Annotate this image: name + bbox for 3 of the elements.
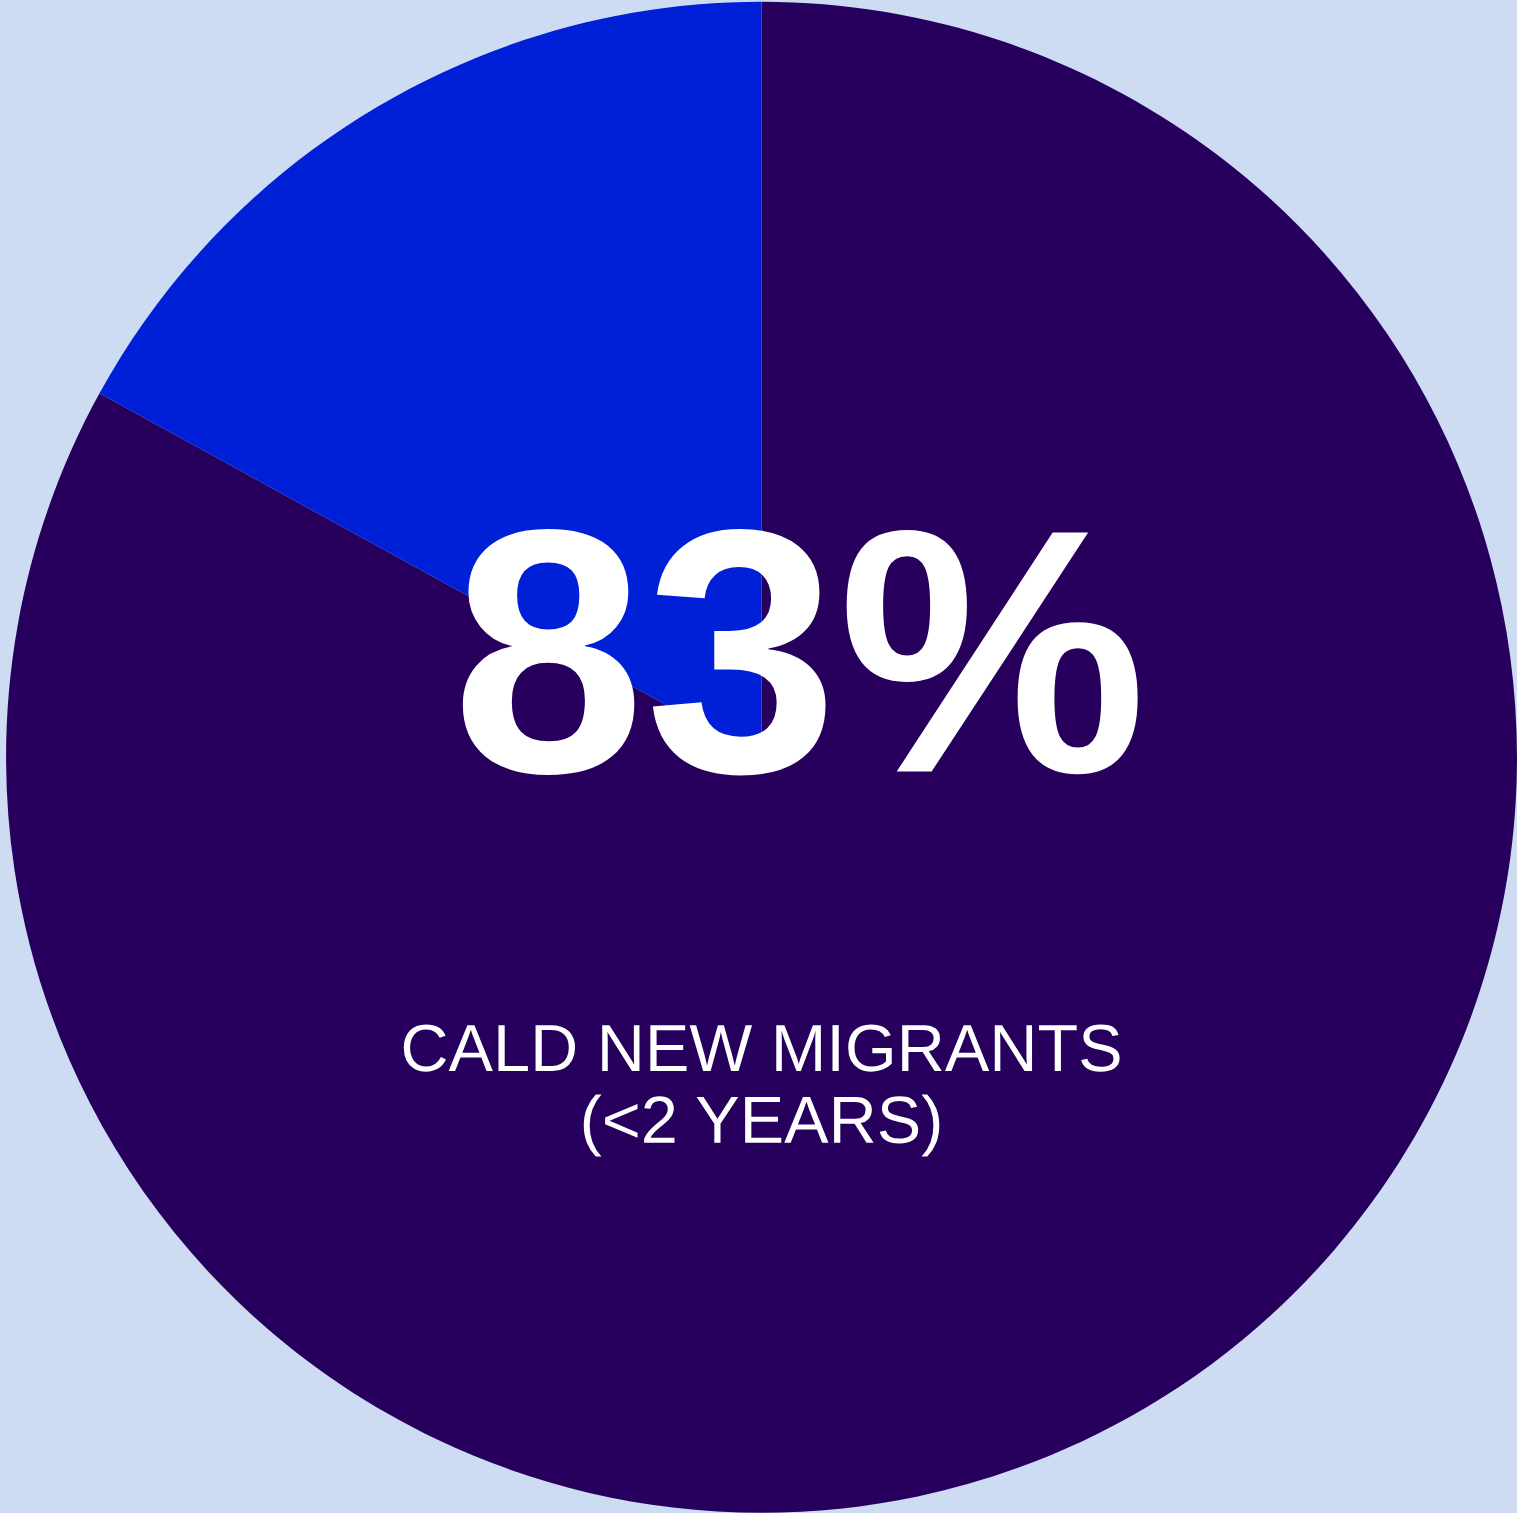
data-label: 83% xyxy=(462,529,1138,776)
slice-label: CALD NEW MIGRANTS (<2 YEARS) xyxy=(403,1024,1120,1157)
pie-slice xyxy=(6,1,1517,1513)
